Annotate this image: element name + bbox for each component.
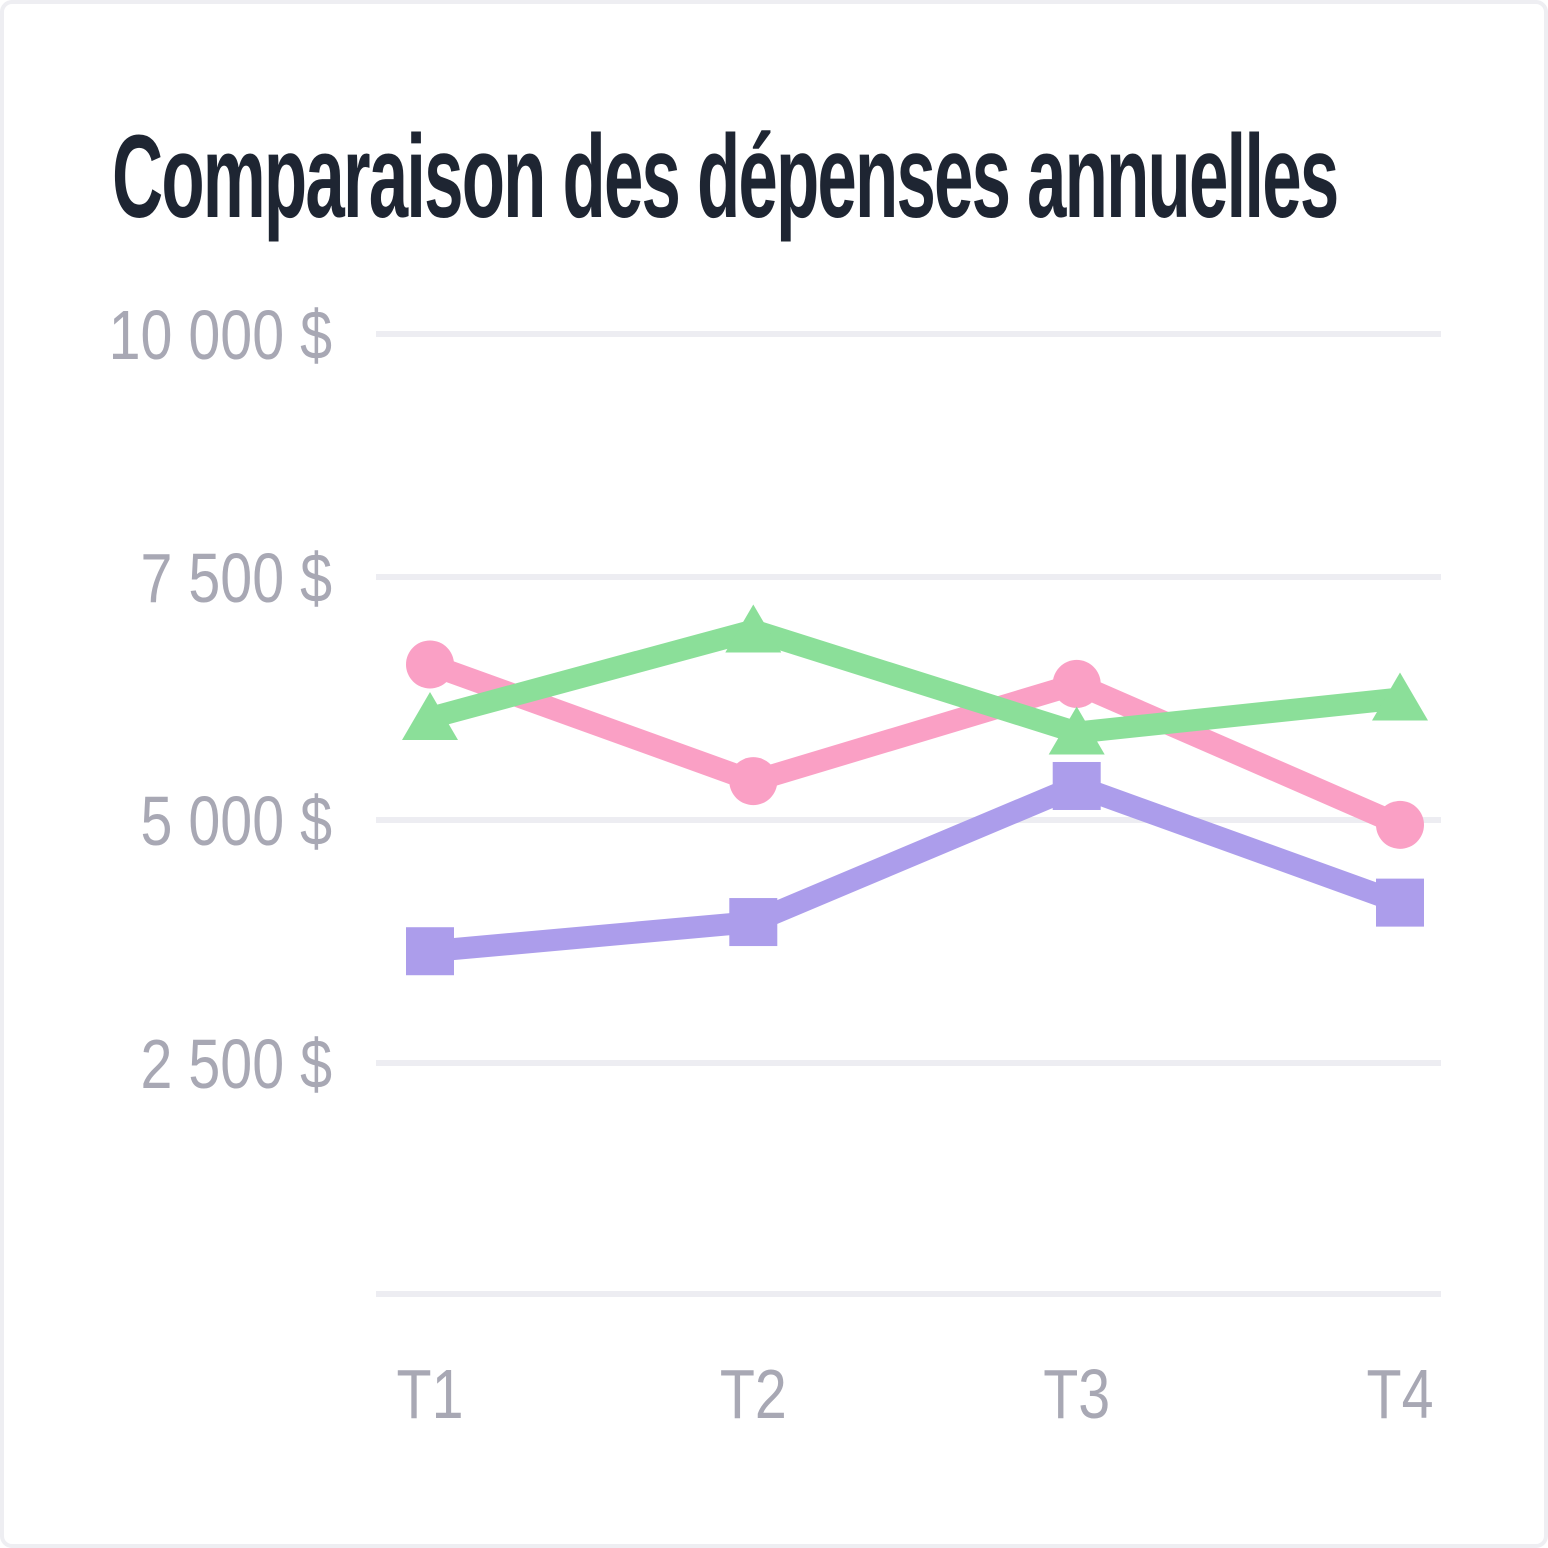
square-marker (1376, 878, 1424, 927)
square-marker (729, 898, 778, 947)
circle-marker (1376, 800, 1424, 849)
pink-circles-line (419, 653, 1411, 836)
square-marker (406, 927, 454, 976)
y-axis-tick-label: 10 000 $ (109, 296, 332, 375)
circle-marker (729, 757, 778, 806)
x-axis-tick-label: T4 (1367, 1355, 1434, 1434)
purple-squares-line (419, 774, 1411, 963)
triangle-marker (402, 691, 458, 740)
y-axis-tick-label: 2 500 $ (141, 1025, 332, 1104)
x-axis-tick-label: T3 (1043, 1355, 1110, 1434)
triangle-marker (1372, 672, 1428, 721)
circle-marker (1052, 659, 1101, 708)
x-axis-tick-label: T2 (720, 1355, 787, 1434)
triangle-marker (725, 604, 782, 653)
circle-marker (406, 640, 454, 689)
x-axis-tick-label: T1 (397, 1355, 464, 1434)
y-axis-tick-label: 5 000 $ (141, 782, 332, 861)
square-marker (1052, 761, 1101, 810)
chart-title: Comparaison des dépenses annuelles (112, 111, 1339, 243)
green-triangles-line (419, 619, 1411, 744)
triangle-marker (1048, 706, 1105, 755)
y-axis-tick-label: 7 500 $ (141, 539, 332, 618)
